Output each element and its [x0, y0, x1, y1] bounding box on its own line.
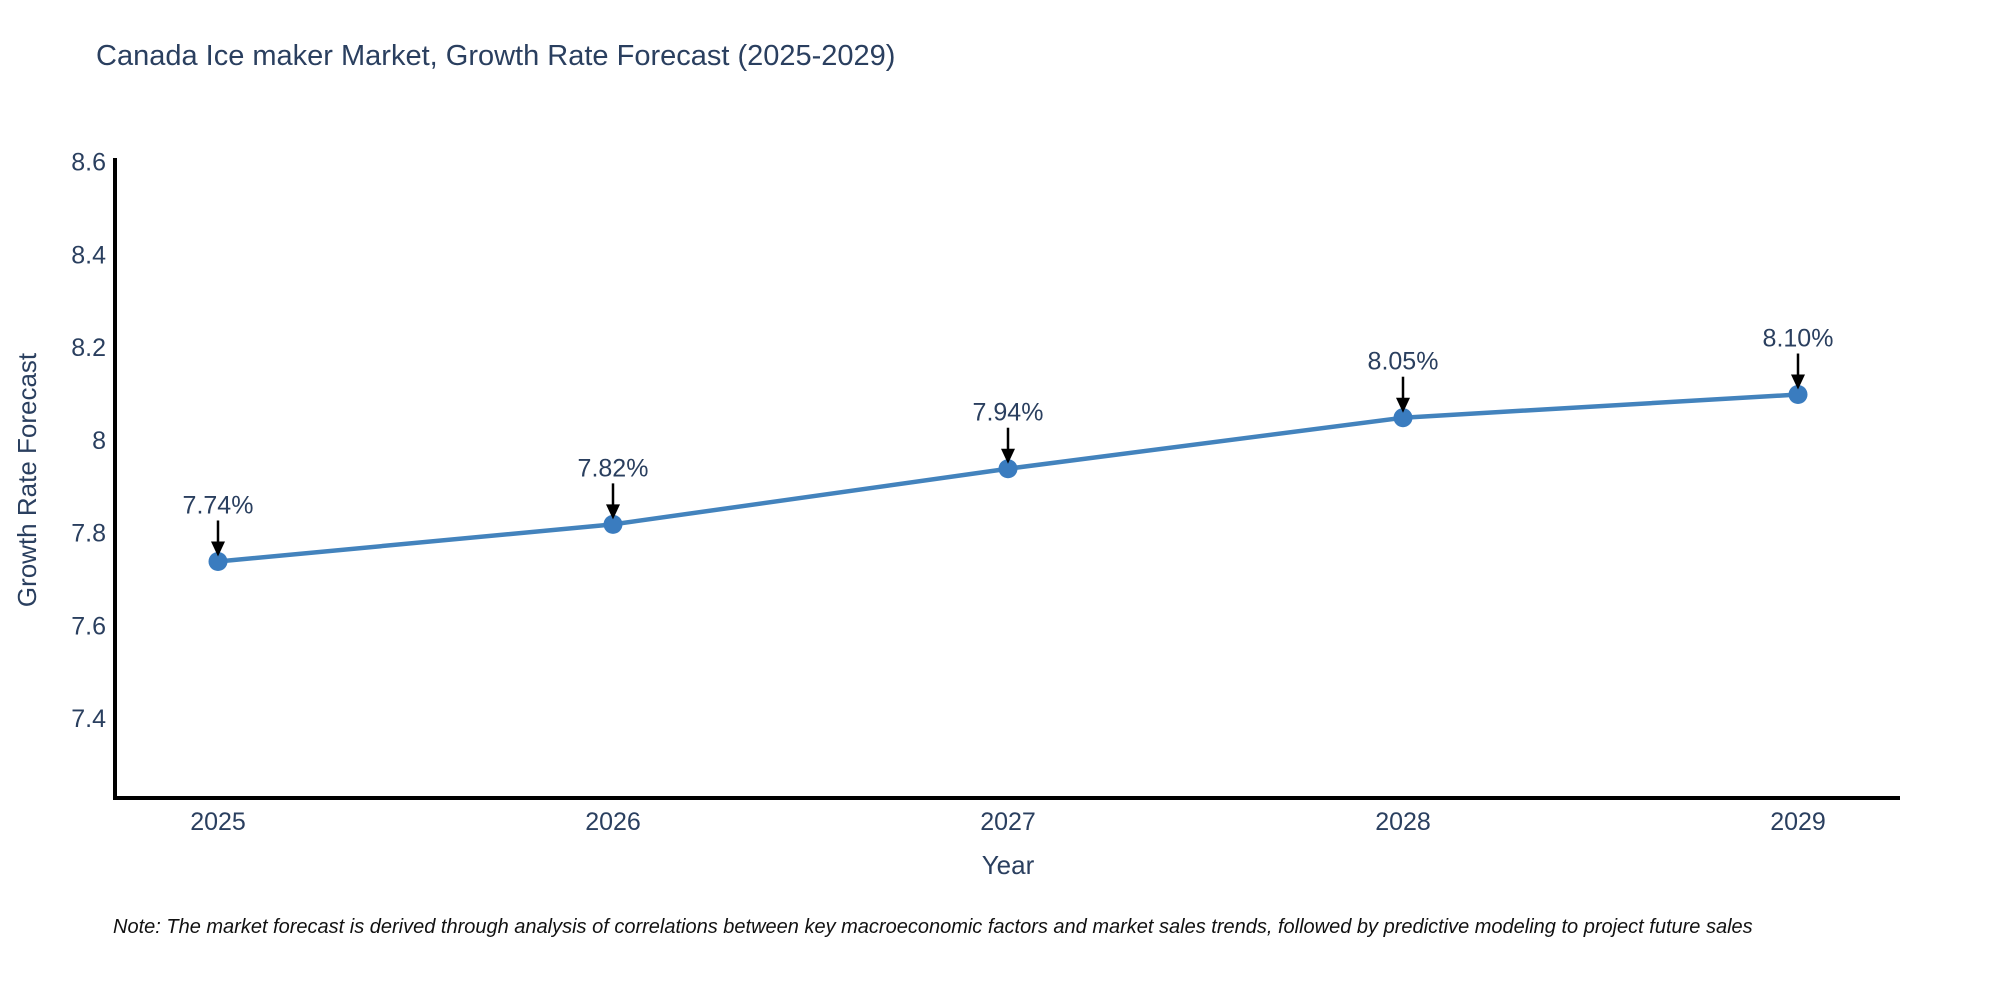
- data-point: [1393, 408, 1413, 428]
- x-tick-label: 2026: [585, 808, 641, 836]
- y-tick-label: 8: [92, 427, 106, 455]
- point-annotation-label: 7.94%: [973, 399, 1044, 427]
- annotation-arrowhead-icon: [211, 541, 225, 557]
- footnote: Note: The market forecast is derived thr…: [113, 916, 1753, 938]
- point-annotation-label: 7.74%: [183, 491, 254, 519]
- annotation-arrowhead-icon: [606, 504, 620, 520]
- y-tick-label: 8.6: [71, 149, 106, 177]
- annotation-arrowhead-icon: [1001, 448, 1015, 464]
- point-annotation-label: 7.82%: [578, 454, 649, 482]
- y-tick-label: 7.6: [71, 612, 106, 640]
- annotation-arrowhead-icon: [1396, 397, 1410, 413]
- y-tick-label: 8.2: [71, 334, 106, 362]
- data-point: [208, 551, 228, 571]
- x-tick-label: 2027: [980, 808, 1036, 836]
- chart-title: Canada Ice maker Market, Growth Rate For…: [96, 40, 896, 72]
- x-tick-label: 2029: [1770, 808, 1826, 836]
- y-tick-label: 7.4: [71, 705, 106, 733]
- point-annotation-label: 8.10%: [1763, 325, 1834, 353]
- point-annotation-label: 8.05%: [1368, 348, 1439, 376]
- x-tick-label: 2028: [1375, 808, 1431, 836]
- x-axis-title: Year: [981, 850, 1035, 880]
- data-point: [998, 459, 1018, 479]
- x-tick-label: 2025: [190, 808, 246, 836]
- data-point: [1788, 385, 1808, 405]
- y-tick-label: 7.8: [71, 520, 106, 548]
- y-tick-label: 8.4: [71, 241, 106, 269]
- data-point: [603, 514, 623, 534]
- annotation-arrowhead-icon: [1791, 374, 1805, 390]
